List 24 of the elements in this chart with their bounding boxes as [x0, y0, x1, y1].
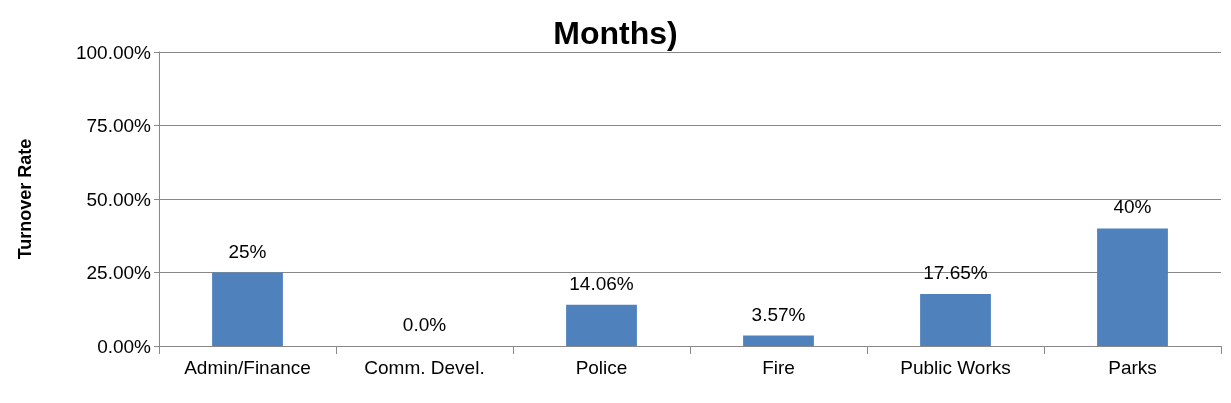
chart-title: Months) [553, 15, 678, 51]
bar [743, 335, 814, 346]
bar [920, 294, 991, 346]
y-tick-label: 25.00% [86, 262, 152, 283]
bar [566, 304, 637, 346]
x-tick-label: Parks [1108, 357, 1157, 378]
data-label: 3.57% [751, 303, 806, 325]
data-label: 25% [228, 240, 267, 262]
data-label: 14.06% [569, 272, 634, 294]
y-tick-label: 100.00% [75, 41, 152, 63]
data-label: 40% [1113, 196, 1152, 218]
x-tick-label: Fire [762, 357, 795, 378]
y-tick-label: 0.00% [97, 335, 152, 357]
data-label: 17.65% [923, 262, 988, 284]
x-tick-label: Police [575, 357, 628, 378]
bar [212, 272, 283, 346]
x-tick-label: Public Works [900, 357, 1011, 378]
data-label: 0.0% [402, 314, 447, 335]
y-tick-label: 75.00% [86, 115, 152, 136]
x-tick-label: Admin/Finance [184, 357, 311, 378]
x-tick-label: Comm. Devel. [364, 357, 485, 378]
bar [1097, 228, 1168, 346]
y-axis-title: Turnover Rate [15, 138, 35, 260]
y-tick-label: 50.00% [86, 188, 152, 210]
